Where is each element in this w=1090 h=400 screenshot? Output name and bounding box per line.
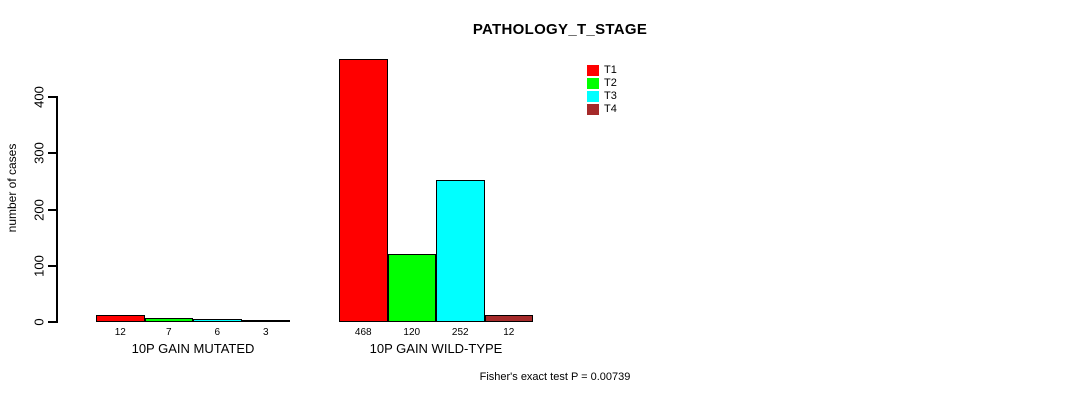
bar-t2 — [387, 254, 436, 322]
legend-item: T2 — [587, 77, 617, 90]
legend-item: T4 — [587, 103, 617, 116]
legend-item: T3 — [587, 90, 617, 103]
bar-value-label: 120 — [403, 327, 421, 338]
chart-title: PATHOLOGY_T_STAGE — [472, 21, 648, 38]
legend: T1 T2 T3 T4 — [587, 64, 617, 116]
legend-label: T4 — [604, 103, 617, 115]
x-axis-category-label: 10P GAIN WILD-TYPE — [369, 341, 503, 356]
legend-swatch-t2 — [587, 78, 599, 89]
bar-t4 — [241, 320, 290, 322]
legend-item: T1 — [587, 64, 617, 77]
bar-t4 — [484, 315, 533, 322]
legend-swatch-t4 — [587, 104, 599, 115]
bar-t1 — [339, 59, 388, 322]
x-axis-category-label: 10P GAIN MUTATED — [131, 341, 255, 356]
bar-t1 — [96, 315, 145, 322]
y-axis-tick — [48, 208, 56, 211]
bar-value-label: 468 — [354, 327, 372, 338]
legend-swatch-t3 — [587, 91, 599, 102]
fisher-exact-test-annotation: Fisher's exact test P = 0.00739 — [479, 371, 631, 383]
bar-value-label: 3 — [262, 327, 269, 338]
y-axis-tick — [48, 321, 56, 323]
bar-value-label: 7 — [165, 327, 172, 338]
legend-swatch-t1 — [587, 65, 599, 76]
bar-t3 — [436, 180, 485, 322]
y-axis-tick — [48, 264, 56, 267]
bar-t2 — [144, 318, 193, 322]
bar-value-label: 6 — [214, 327, 221, 338]
y-axis-tick — [48, 152, 56, 155]
legend-label: T2 — [604, 77, 617, 89]
legend-label: T3 — [604, 90, 617, 102]
legend-label: T1 — [604, 64, 617, 76]
bar-value-label: 252 — [451, 327, 469, 338]
bar-value-label: 12 — [503, 327, 515, 338]
bar-t3 — [193, 319, 242, 322]
y-axis-tick — [48, 96, 56, 98]
y-axis-line — [56, 96, 58, 323]
bar-value-label: 12 — [114, 327, 126, 338]
